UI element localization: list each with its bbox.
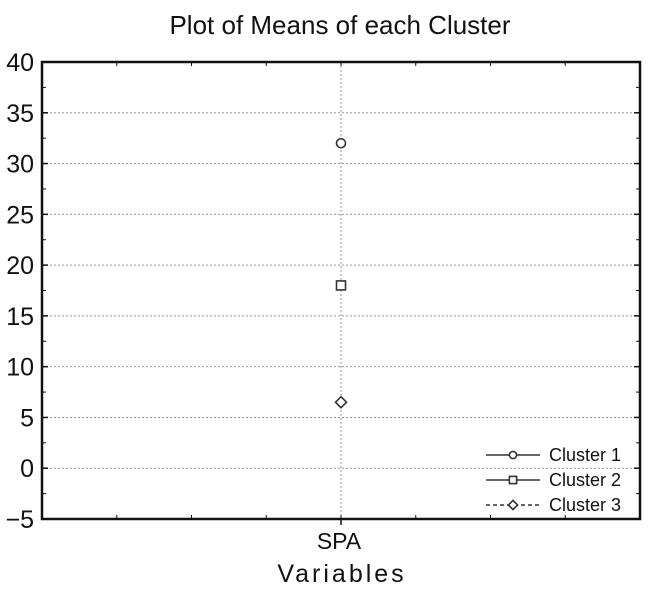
legend-marker-diamond (507, 499, 519, 511)
y-tick-label: 10 (6, 354, 34, 382)
y-tick-label: 20 (6, 252, 34, 280)
y-tick-label: 30 (6, 151, 34, 179)
data-point-cluster-3 (334, 395, 348, 409)
y-axis-ticks: 40 35 30 25 20 15 10 5 0 −5 (5, 49, 640, 534)
y-tick-label: 25 (6, 201, 34, 229)
y-tick-label: 5 (20, 404, 34, 432)
legend-label: Cluster 1 (549, 445, 621, 465)
legend-marker-circle (508, 450, 518, 460)
data-point-cluster-2 (335, 280, 347, 291)
chart-title: Plot of Means of each Cluster (169, 10, 510, 40)
y-tick-label: 0 (20, 455, 34, 483)
legend-label: Cluster 3 (549, 495, 621, 515)
y-tick-label: 35 (6, 100, 34, 128)
x-tick-label: SPA (317, 528, 362, 554)
legend: Cluster 1 Cluster 2 Cluster 3 (486, 445, 621, 515)
x-axis-label: Variables (277, 560, 406, 588)
legend-marker-square (508, 475, 518, 485)
data-point-cluster-1 (335, 137, 347, 149)
x-axis-ticks: SPA (317, 519, 362, 554)
y-tick-label: −5 (5, 506, 34, 534)
y-tick-label: 40 (6, 49, 34, 77)
y-tick-label: 15 (6, 303, 34, 331)
legend-label: Cluster 2 (549, 470, 621, 490)
data-markers (334, 137, 348, 409)
